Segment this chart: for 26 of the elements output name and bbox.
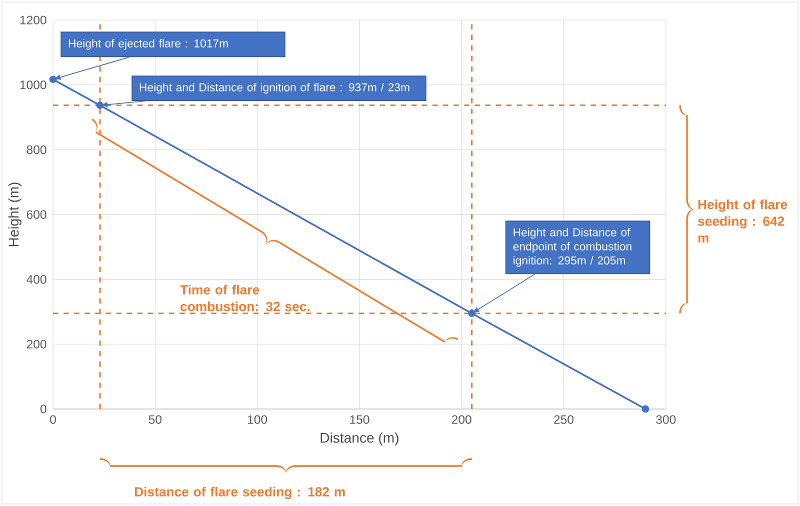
y-axis-title: Height (m) [8, 182, 22, 246]
y-tick-label: 1200 [20, 16, 46, 24]
text: Distance of flare seeding : 182 m [134, 486, 345, 500]
text: Height of flare seeding : 642 m [698, 200, 788, 242]
annotation: Height and Distance of endpoint of combustion ignition: 295m / 205m [513, 228, 632, 267]
x-tick-label: 300 [656, 415, 676, 424]
annotation: Height and Distance of ignition of flare : 937m / 23m [140, 82, 410, 94]
x-tick-label: 100 [248, 415, 268, 424]
point [642, 405, 650, 413]
y-tick-label: 1000 [20, 80, 46, 90]
point [468, 310, 476, 318]
y-tick-label: 400 [26, 275, 46, 284]
x-tick-label: 0 [50, 415, 56, 424]
annotation: Time of flare combustion: 32 sec. [180, 284, 310, 312]
x-tick-label: 200 [452, 415, 472, 424]
x-tick-label: 150 [350, 415, 370, 424]
x-tick-label: 250 [554, 415, 574, 424]
x-axis-title: Distance (m) [320, 432, 398, 446]
point [49, 76, 57, 84]
x-tick-label: 50 [148, 415, 162, 424]
y-tick-label: 600 [26, 210, 46, 219]
y-tick-label: 0 [40, 404, 46, 414]
annotation: Height of ejected flare : 1017m [68, 39, 228, 50]
point [96, 102, 104, 109]
y-tick-label: 200 [26, 340, 46, 349]
y-tick-label: 800 [26, 145, 46, 154]
